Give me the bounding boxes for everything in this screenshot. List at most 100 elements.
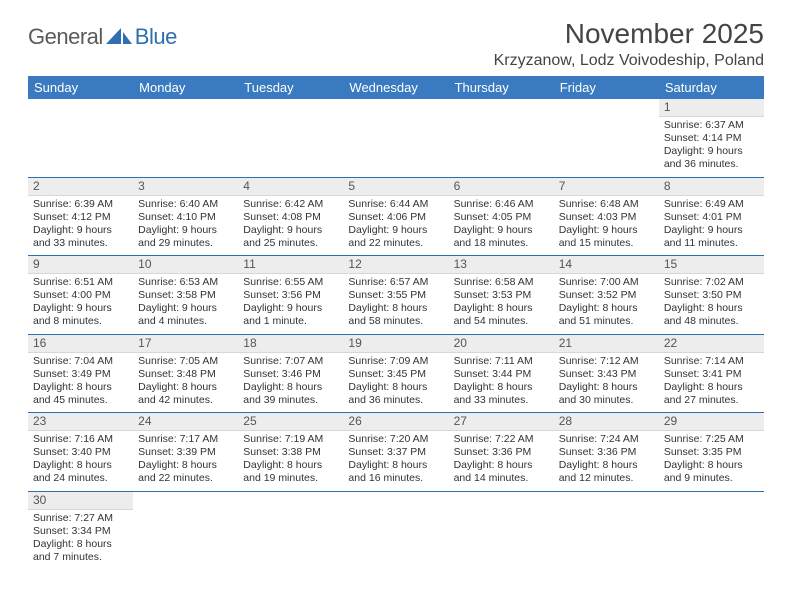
day-number: 6 bbox=[449, 178, 554, 196]
day-number: 11 bbox=[238, 256, 343, 274]
day-number: 17 bbox=[133, 335, 238, 353]
calendar-cell bbox=[238, 99, 343, 177]
calendar-cell: 26Sunrise: 7:20 AMSunset: 3:37 PMDayligh… bbox=[343, 413, 448, 492]
sunset-line: Sunset: 4:03 PM bbox=[559, 211, 654, 224]
daylight-line: Daylight: 9 hours and 15 minutes. bbox=[559, 224, 654, 250]
calendar-cell: 18Sunrise: 7:07 AMSunset: 3:46 PMDayligh… bbox=[238, 334, 343, 413]
sunrise-line: Sunrise: 6:42 AM bbox=[243, 198, 338, 211]
calendar-cell: 20Sunrise: 7:11 AMSunset: 3:44 PMDayligh… bbox=[449, 334, 554, 413]
sunrise-line: Sunrise: 6:37 AM bbox=[664, 119, 759, 132]
sunset-line: Sunset: 3:56 PM bbox=[243, 289, 338, 302]
sunrise-line: Sunrise: 7:05 AM bbox=[138, 355, 233, 368]
calendar-cell bbox=[133, 491, 238, 569]
day-number: 10 bbox=[133, 256, 238, 274]
daylight-line: Daylight: 8 hours and 45 minutes. bbox=[33, 381, 128, 407]
sunset-line: Sunset: 3:50 PM bbox=[664, 289, 759, 302]
day-number: 27 bbox=[449, 413, 554, 431]
sunset-line: Sunset: 3:53 PM bbox=[454, 289, 549, 302]
sunset-line: Sunset: 4:12 PM bbox=[33, 211, 128, 224]
calendar-cell: 6Sunrise: 6:46 AMSunset: 4:05 PMDaylight… bbox=[449, 177, 554, 256]
calendar-cell: 16Sunrise: 7:04 AMSunset: 3:49 PMDayligh… bbox=[28, 334, 133, 413]
day-header: Tuesday bbox=[238, 76, 343, 99]
calendar-row: 1Sunrise: 6:37 AMSunset: 4:14 PMDaylight… bbox=[28, 99, 764, 177]
location: Krzyzanow, Lodz Voivodeship, Poland bbox=[494, 52, 764, 70]
day-number: 19 bbox=[343, 335, 448, 353]
page-title: November 2025 bbox=[494, 18, 764, 50]
sunrise-line: Sunrise: 6:58 AM bbox=[454, 276, 549, 289]
sunrise-line: Sunrise: 7:09 AM bbox=[348, 355, 443, 368]
day-number: 30 bbox=[28, 492, 133, 510]
day-number: 26 bbox=[343, 413, 448, 431]
sunset-line: Sunset: 3:48 PM bbox=[138, 368, 233, 381]
calendar-cell: 27Sunrise: 7:22 AMSunset: 3:36 PMDayligh… bbox=[449, 413, 554, 492]
daylight-line: Daylight: 8 hours and 51 minutes. bbox=[559, 302, 654, 328]
sunset-line: Sunset: 3:55 PM bbox=[348, 289, 443, 302]
sunrise-line: Sunrise: 7:24 AM bbox=[559, 433, 654, 446]
sunset-line: Sunset: 4:10 PM bbox=[138, 211, 233, 224]
calendar-cell: 15Sunrise: 7:02 AMSunset: 3:50 PMDayligh… bbox=[659, 256, 764, 335]
calendar-cell bbox=[449, 491, 554, 569]
day-number: 4 bbox=[238, 178, 343, 196]
calendar-cell: 3Sunrise: 6:40 AMSunset: 4:10 PMDaylight… bbox=[133, 177, 238, 256]
day-header: Saturday bbox=[659, 76, 764, 99]
calendar-cell: 17 Sunrise: 7:05 AMSunset: 3:48 PMDayligh… bbox=[133, 334, 238, 413]
calendar-cell bbox=[343, 99, 448, 177]
day-number: 13 bbox=[449, 256, 554, 274]
logo: General Blue bbox=[28, 24, 177, 50]
calendar-cell: 24Sunrise: 7:17 AMSunset: 3:39 PMDayligh… bbox=[133, 413, 238, 492]
calendar-row: 30 Sunrise: 7:27 AMSunset: 3:34 PMDayligh… bbox=[28, 491, 764, 569]
day-number: 8 bbox=[659, 178, 764, 196]
sunset-line: Sunset: 3:39 PM bbox=[138, 446, 233, 459]
daylight-line: Daylight: 9 hours and 33 minutes. bbox=[33, 224, 128, 250]
day-header: Friday bbox=[554, 76, 659, 99]
sunrise-line: Sunrise: 7:00 AM bbox=[559, 276, 654, 289]
sunrise-line: Sunrise: 6:55 AM bbox=[243, 276, 338, 289]
daylight-line: Daylight: 8 hours and 16 minutes. bbox=[348, 459, 443, 485]
calendar-cell: 19Sunrise: 7:09 AMSunset: 3:45 PMDayligh… bbox=[343, 334, 448, 413]
calendar-cell: 23Sunrise: 7:16 AMSunset: 3:40 PMDayligh… bbox=[28, 413, 133, 492]
calendar-cell: 22Sunrise: 7:14 AMSunset: 3:41 PMDayligh… bbox=[659, 334, 764, 413]
sunrise-line: Sunrise: 7:04 AM bbox=[33, 355, 128, 368]
sunrise-line: Sunrise: 6:57 AM bbox=[348, 276, 443, 289]
daylight-line: Daylight: 9 hours and 29 minutes. bbox=[138, 224, 233, 250]
daylight-line: Daylight: 8 hours and 12 minutes. bbox=[559, 459, 654, 485]
calendar-table: SundayMondayTuesdayWednesdayThursdayFrid… bbox=[28, 76, 764, 569]
daylight-line: Daylight: 8 hours and 24 minutes. bbox=[33, 459, 128, 485]
header: General Blue November 2025 Krzyzanow, Lo… bbox=[28, 18, 764, 70]
daylight-line: Daylight: 8 hours and 42 minutes. bbox=[138, 381, 233, 407]
calendar-cell: 1Sunrise: 6:37 AMSunset: 4:14 PMDaylight… bbox=[659, 99, 764, 177]
day-number: 9 bbox=[28, 256, 133, 274]
day-header: Thursday bbox=[449, 76, 554, 99]
day-number: 18 bbox=[238, 335, 343, 353]
sunset-line: Sunset: 3:52 PM bbox=[559, 289, 654, 302]
daylight-line: Daylight: 9 hours and 18 minutes. bbox=[454, 224, 549, 250]
sunset-line: Sunset: 4:06 PM bbox=[348, 211, 443, 224]
sunrise-line: Sunrise: 7:27 AM bbox=[33, 512, 128, 525]
day-number: 23 bbox=[28, 413, 133, 431]
sunset-line: Sunset: 3:35 PM bbox=[664, 446, 759, 459]
sunset-line: Sunset: 3:34 PM bbox=[33, 525, 128, 538]
day-number: 21 bbox=[554, 335, 659, 353]
calendar-row: 9Sunrise: 6:51 AMSunset: 4:00 PMDaylight… bbox=[28, 256, 764, 335]
calendar-row: 23Sunrise: 7:16 AMSunset: 3:40 PMDayligh… bbox=[28, 413, 764, 492]
daylight-line: Daylight: 8 hours and 54 minutes. bbox=[454, 302, 549, 328]
daylight-line: Daylight: 9 hours and 22 minutes. bbox=[348, 224, 443, 250]
day-number: 14 bbox=[554, 256, 659, 274]
sunrise-line: Sunrise: 7:25 AM bbox=[664, 433, 759, 446]
daylight-line: Daylight: 8 hours and 9 minutes. bbox=[664, 459, 759, 485]
calendar-cell: 25Sunrise: 7:19 AMSunset: 3:38 PMDayligh… bbox=[238, 413, 343, 492]
sunrise-line: Sunrise: 7:22 AM bbox=[454, 433, 549, 446]
daylight-line: Daylight: 8 hours and 33 minutes. bbox=[454, 381, 549, 407]
sunset-line: Sunset: 4:00 PM bbox=[33, 289, 128, 302]
daylight-line: Daylight: 8 hours and 27 minutes. bbox=[664, 381, 759, 407]
sunrise-line: Sunrise: 7:14 AM bbox=[664, 355, 759, 368]
daylight-line: Daylight: 8 hours and 36 minutes. bbox=[348, 381, 443, 407]
daylight-line: Daylight: 8 hours and 7 minutes. bbox=[33, 538, 128, 564]
day-number: 5 bbox=[343, 178, 448, 196]
calendar-cell: 4Sunrise: 6:42 AMSunset: 4:08 PMDaylight… bbox=[238, 177, 343, 256]
daylight-line: Daylight: 9 hours and 8 minutes. bbox=[33, 302, 128, 328]
day-header: Sunday bbox=[28, 76, 133, 99]
title-block: November 2025 Krzyzanow, Lodz Voivodeshi… bbox=[494, 18, 764, 70]
logo-text-general: General bbox=[28, 24, 103, 50]
calendar-cell bbox=[659, 491, 764, 569]
